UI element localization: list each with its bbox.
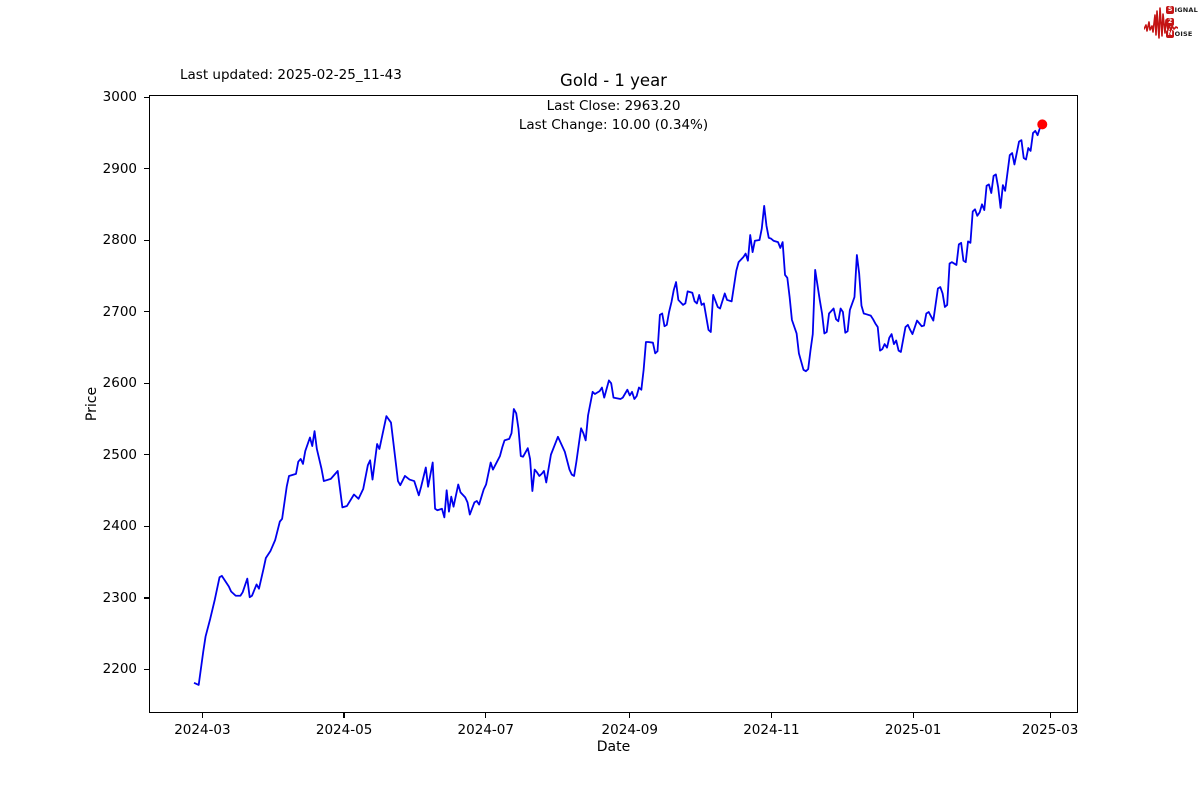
last-change-text: Last Change: 10.00 (0.34%) bbox=[518, 117, 709, 133]
x-tick-label: 2024-09 bbox=[601, 722, 658, 738]
x-tick-mark bbox=[485, 713, 487, 718]
logo-badge-2: 2 bbox=[1166, 18, 1175, 26]
last-updated-text: Last updated: 2025-02-25_11-43 bbox=[180, 67, 402, 83]
x-tick-mark bbox=[1049, 713, 1051, 718]
last-close-text: Last Close: 2963.20 bbox=[546, 98, 681, 114]
y-tick-label: 2600 bbox=[102, 375, 137, 392]
x-axis-label: Date bbox=[596, 739, 631, 755]
y-tick-label: 2800 bbox=[102, 232, 137, 249]
y-tick-label: 3000 bbox=[102, 89, 137, 106]
y-tick-mark bbox=[144, 525, 149, 527]
x-tick-mark bbox=[770, 713, 773, 718]
y-tick-mark bbox=[144, 168, 149, 170]
signal2noise-logo: S IGNAL 2 N OISE bbox=[1144, 3, 1198, 43]
plot-area: Last Close: 2963.20 Last Change: 10.00 (… bbox=[149, 95, 1078, 713]
x-tick-label: 2025-03 bbox=[1021, 722, 1079, 738]
x-tick-label: 2024-11 bbox=[743, 722, 800, 738]
x-tick-mark bbox=[629, 713, 631, 718]
x-tick-mark bbox=[343, 713, 345, 718]
y-tick-label: 2300 bbox=[102, 589, 137, 606]
chart-title: Gold - 1 year bbox=[560, 71, 667, 90]
price-line-chart bbox=[193, 119, 1048, 686]
logo-row-2: 2 bbox=[1166, 16, 1198, 28]
logo-words: S IGNAL 2 N OISE bbox=[1166, 4, 1198, 40]
y-tick-mark bbox=[144, 382, 149, 384]
y-tick-mark bbox=[144, 454, 149, 456]
x-tick-mark bbox=[201, 713, 204, 718]
y-tick-label: 2900 bbox=[102, 160, 137, 177]
last-price-marker bbox=[1037, 119, 1048, 130]
y-tick-label: 2200 bbox=[102, 661, 137, 678]
y-axis-label: Price bbox=[84, 386, 100, 422]
x-tick-label: 2024-03 bbox=[174, 722, 231, 738]
y-tick-label: 2500 bbox=[102, 446, 137, 463]
y-tick-mark bbox=[144, 311, 149, 313]
logo-badge-n: N bbox=[1166, 30, 1175, 38]
subtitle: Last Close: 2963.20 Last Change: 10.00 (… bbox=[150, 97, 1077, 135]
y-tick-mark bbox=[144, 668, 149, 671]
y-tick-mark bbox=[144, 597, 149, 599]
logo-badge-s: S bbox=[1166, 6, 1175, 14]
price-line bbox=[193, 123, 1044, 686]
waveform-icon bbox=[1144, 7, 1178, 39]
x-tick-label: 2024-07 bbox=[457, 722, 514, 738]
y-tick-label: 2400 bbox=[102, 518, 137, 535]
x-tick-label: 2024-05 bbox=[315, 722, 373, 738]
logo-row-noise: N OISE bbox=[1166, 30, 1193, 38]
x-tick-mark bbox=[912, 713, 914, 718]
y-tick-mark bbox=[144, 96, 149, 98]
x-tick-label: 2025-01 bbox=[884, 722, 942, 738]
y-tick-mark bbox=[144, 239, 149, 241]
logo-row-signal: S IGNAL bbox=[1166, 6, 1198, 14]
y-tick-label: 2700 bbox=[102, 303, 137, 320]
